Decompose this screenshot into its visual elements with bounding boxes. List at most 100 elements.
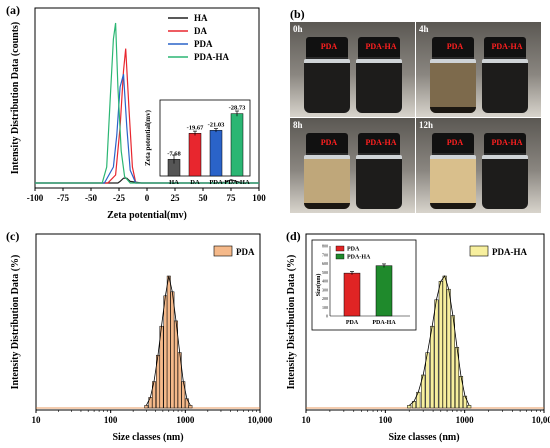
vial-cap: PDA xyxy=(306,133,348,156)
panel-d-bar xyxy=(438,281,443,409)
inset-bar xyxy=(230,113,244,177)
photo-0h: 0h PDA PDA-HA xyxy=(290,22,415,117)
vial-liquid xyxy=(430,63,476,113)
inset-y-tick: 100 xyxy=(322,305,328,310)
panel-d-bar xyxy=(407,405,412,409)
panel-d-bar xyxy=(446,288,451,409)
legend-label-pda-ha: PDA-HA xyxy=(194,52,229,62)
inset-y-tick: 600 xyxy=(322,261,328,266)
panel-c-ylabel: Intensity Distribution Data (%) xyxy=(10,255,21,390)
vial-glass xyxy=(304,155,350,209)
x-tick-label: -25 xyxy=(113,193,125,203)
vial-right: PDA-HA xyxy=(356,133,402,211)
vial-liquid xyxy=(356,63,402,113)
vial-left: PDA xyxy=(430,37,476,115)
x-tick-label: 0 xyxy=(145,193,150,203)
panel-c-chart: Intensity Distribution Data (%) Size cla… xyxy=(10,233,273,443)
inset-value-label: -19.67 xyxy=(187,124,205,131)
vial-label: PDA xyxy=(446,42,464,51)
panel-d-xticks: 10 100 1000 10,000 xyxy=(302,410,550,425)
panel-c-xlabel: Size classes (nm) xyxy=(112,432,183,443)
panel-c-label: (c) xyxy=(6,229,19,243)
vial-cap: PDA-HA xyxy=(484,37,526,60)
photo-time-label: 0h xyxy=(293,24,303,34)
panel-c-legend: PDA xyxy=(213,245,255,257)
panel-c-bar xyxy=(188,405,193,409)
vial-glass xyxy=(356,155,402,209)
panel-c-bar xyxy=(163,295,168,409)
vial-liquid xyxy=(304,159,350,209)
inset-bar xyxy=(209,130,223,177)
panel-a-xlabel: Zeta potential(mv) xyxy=(107,210,187,221)
x-tick-label: 25 xyxy=(171,193,181,203)
panel-d-bar xyxy=(450,315,455,409)
panel-d-legend-swatch xyxy=(469,245,489,257)
panel-d-fit-curve xyxy=(408,275,470,406)
vial-glass xyxy=(430,59,476,113)
x-tick-label: 1000 xyxy=(456,415,475,425)
vial-liquid xyxy=(482,63,528,113)
inset-y-tick: 200 xyxy=(322,296,328,301)
panel-d-chart: Intensity Distribution Data (%) Size cla… xyxy=(286,233,550,443)
inset-y-tick: 800 xyxy=(322,244,328,249)
panel-d-legend-label: PDA-HA xyxy=(492,247,527,257)
vial-sediment xyxy=(304,203,350,209)
vial-liquid xyxy=(430,159,476,209)
vial-right: PDA-HA xyxy=(482,133,528,211)
inset-legend-label: PDA-HA xyxy=(347,255,371,261)
photo-8h: 8h PDA PDA-HA xyxy=(290,118,415,213)
x-tick-label: 10,000 xyxy=(532,415,550,425)
panel-a-series xyxy=(35,22,259,184)
panel-d-inset-frame xyxy=(311,239,417,331)
x-tick-label: 10 xyxy=(302,415,312,425)
inset-y-tick: 0 xyxy=(326,314,328,319)
inset-y-tick: 300 xyxy=(322,287,328,292)
vial-cap: PDA-HA xyxy=(358,37,400,60)
inset-y-tick: 500 xyxy=(322,270,328,275)
x-tick-label: -75 xyxy=(57,193,69,203)
vial-cap: PDA-HA xyxy=(358,133,400,156)
inset-value-label: -7.68 xyxy=(167,150,181,157)
vial-glass xyxy=(430,155,476,209)
legend-label-da: DA xyxy=(194,26,207,36)
inset-category-label: PDA xyxy=(209,179,223,186)
panel-d-bar xyxy=(434,299,439,409)
panel-c-bar xyxy=(144,405,149,409)
legend-label-pda: PDA xyxy=(194,39,213,49)
x-tick-label: 100 xyxy=(379,415,393,425)
panel-d-bar xyxy=(467,405,472,409)
inset-bar xyxy=(343,272,361,317)
inset-value-label: -21.03 xyxy=(208,121,226,128)
x-tick-label: 50 xyxy=(199,193,209,203)
inset-category-label: PDA xyxy=(346,320,359,326)
panel-d-bar xyxy=(442,275,447,409)
x-tick-label: 100 xyxy=(252,193,266,203)
panel-d-inset-bars: 0 100 200 300 400 500 600 700 800 PDA PDA-HA xyxy=(322,244,410,326)
vial-liquid xyxy=(482,159,528,209)
series-line-pda xyxy=(35,74,259,184)
inset-legend-label: PDA xyxy=(347,247,360,253)
inset-legend-swatch xyxy=(335,253,345,260)
panel-d-label: (d) xyxy=(286,229,301,243)
vial-label: PDA xyxy=(320,42,338,51)
vial-cap: PDA xyxy=(432,37,474,60)
x-tick-label: -50 xyxy=(85,193,97,203)
photo-time-label: 8h xyxy=(293,120,303,130)
panel-d-ylabel: Intensity Distribution Data (%) xyxy=(286,255,297,390)
series-line-ha xyxy=(35,177,259,184)
panel-a-chart: Intensity Distribution Data (counts) Zet… xyxy=(10,7,266,221)
inset-y-tick: 700 xyxy=(322,252,328,257)
panel-d-bar xyxy=(462,395,468,409)
vial-cap: PDA xyxy=(306,37,348,60)
inset-category-label: HA xyxy=(169,179,179,186)
vial-label: PDA-HA xyxy=(365,138,397,147)
photo-12h: 12h PDA PDA-HA xyxy=(416,118,541,213)
vial-liquid xyxy=(304,63,350,113)
panel-a-inset-bars: -7.68 HA -19.67 DA -21.03 PDA -28.73 PDA-HA xyxy=(167,105,250,186)
panel-d-inset-legend: PDA PDA-HA xyxy=(335,245,371,261)
vial-sediment xyxy=(430,203,476,209)
vial-cap: PDA xyxy=(432,133,474,156)
panel-b-label: (b) xyxy=(290,7,305,21)
panel-c-bar xyxy=(166,275,171,409)
